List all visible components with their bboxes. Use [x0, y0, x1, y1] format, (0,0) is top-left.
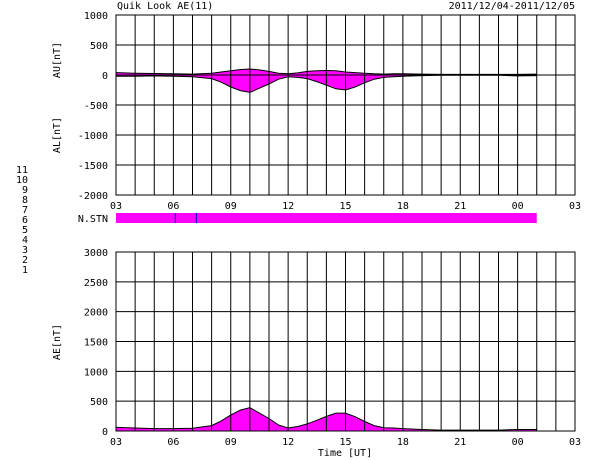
x-tick-label: 06 — [167, 201, 179, 212]
chart-title: Quik Look AE(11) — [117, 1, 213, 12]
y-tick-label: -500 — [84, 101, 108, 112]
x-tick-label: 06 — [167, 437, 179, 448]
x-tick-label: 03 — [569, 437, 581, 448]
legend-entry-3: 3 — [22, 245, 28, 256]
y-tick-label: 1000 — [84, 11, 108, 22]
legend-entry-7: 7 — [22, 205, 28, 216]
y-tick-label: 0 — [102, 71, 108, 82]
plot-frame — [115, 14, 576, 196]
x-tick-label: 18 — [397, 437, 409, 448]
plot-frame — [115, 251, 576, 432]
legend-entry-8: 8 — [22, 195, 28, 206]
series-line-ae — [115, 407, 537, 431]
y-axis-label-ae: AE[nT] — [52, 324, 63, 360]
x-tick-label: 12 — [282, 437, 294, 448]
legend-entry-9: 9 — [22, 185, 28, 196]
x-tick-label: 21 — [454, 437, 466, 448]
station-count-bar: N.STN — [78, 213, 537, 225]
y-tick-label: -2000 — [78, 191, 108, 202]
legend-entry-4: 4 — [22, 235, 28, 246]
y-tick-label: 2000 — [84, 308, 108, 319]
series-line-au — [115, 68, 537, 75]
date-range: 2011/12/04-2011/12/05 — [449, 1, 575, 12]
y-tick-label: 1000 — [84, 367, 108, 378]
x-tick-label: 03 — [110, 201, 122, 212]
x-tick-label: 03 — [569, 201, 581, 212]
y-tick-label: 3000 — [84, 248, 108, 259]
y-axis-label-al: AL[nT] — [52, 117, 63, 153]
y-tick-label: 0 — [102, 427, 108, 438]
x-tick-label: 00 — [512, 437, 524, 448]
legend-entry-6: 6 — [22, 215, 28, 226]
x-tick-label: 09 — [225, 437, 237, 448]
x-tick-label: 18 — [397, 201, 409, 212]
legend-entry-1: 1 — [22, 265, 28, 276]
x-tick-label: 03 — [110, 437, 122, 448]
x-axis-label: Time [UT] — [318, 448, 372, 459]
y-axis-label-au: AU[nT] — [52, 42, 63, 78]
y-tick-label: 1500 — [84, 338, 108, 349]
station-bar-fill — [116, 213, 537, 223]
x-tick-label: 12 — [282, 201, 294, 212]
y-tick-label: -1500 — [78, 161, 108, 172]
legend-entry-11: 11 — [16, 165, 28, 176]
y-tick-label: 500 — [90, 397, 108, 408]
legend-entry-2: 2 — [22, 255, 28, 266]
legend-entry-5: 5 — [22, 225, 28, 236]
y-tick-label: -1000 — [78, 131, 108, 142]
x-tick-label: 00 — [512, 201, 524, 212]
y-tick-label: 2500 — [84, 278, 108, 289]
x-tick-label: 15 — [339, 437, 351, 448]
x-tick-label: 09 — [225, 201, 237, 212]
legend-entry-10: 10 — [16, 175, 28, 186]
x-tick-label: 15 — [339, 201, 351, 212]
y-tick-label: 500 — [90, 41, 108, 52]
station-bar-label: N.STN — [78, 214, 108, 225]
x-tick-label: 21 — [454, 201, 466, 212]
